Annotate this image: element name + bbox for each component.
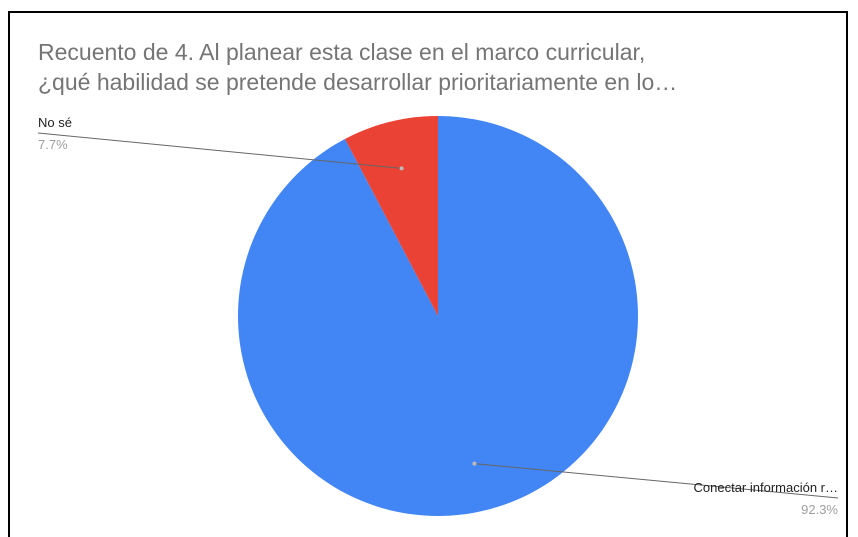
- slice-label: Conectar información r…: [694, 480, 839, 495]
- slice-label: No sé: [38, 115, 72, 130]
- leader-line: [37, 132, 402, 169]
- slice-value-label: 7.7%: [38, 137, 68, 152]
- leader-dot: [472, 461, 477, 466]
- pie-slice: [237, 116, 638, 516]
- leader-line: [474, 463, 839, 499]
- slice-value-label: 92.3%: [801, 502, 838, 517]
- pie-slice: [344, 116, 438, 316]
- chart-title-line: Recuento de 4. Al planear esta clase en …: [38, 39, 645, 65]
- leader-dot: [399, 166, 404, 171]
- chart-title-line: ¿qué habilidad se pretende desarrollar p…: [38, 69, 677, 95]
